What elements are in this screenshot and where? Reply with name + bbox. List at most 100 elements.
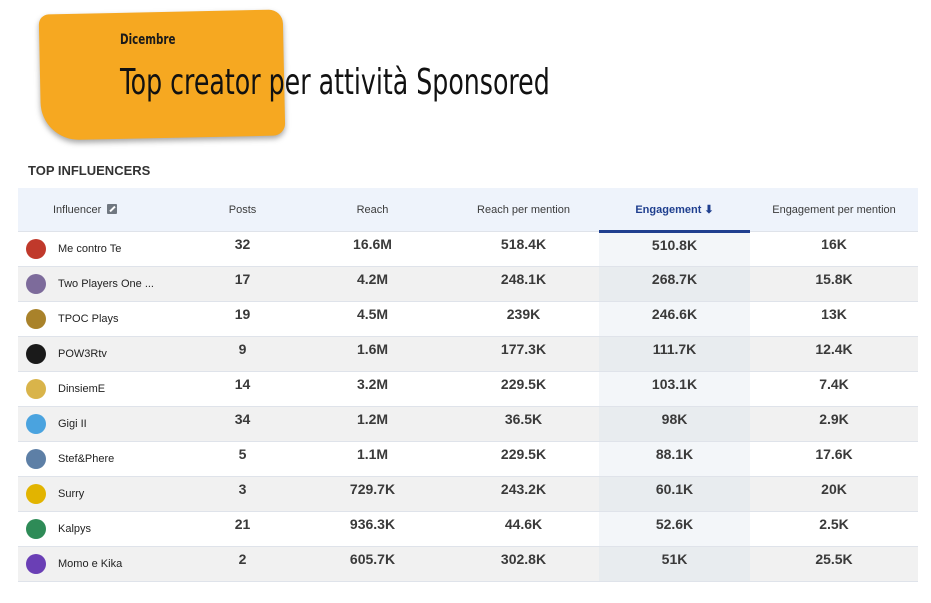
avatar bbox=[26, 414, 46, 434]
influencer-name[interactable]: DinsiemE bbox=[58, 383, 106, 395]
reach-cell: 1.1M bbox=[297, 441, 448, 477]
influencer-cell[interactable]: TPOC Plays bbox=[18, 301, 188, 337]
engagement-per-mention-cell: 7.4K bbox=[750, 371, 918, 407]
reach-per-mention-cell: 239K bbox=[448, 301, 599, 337]
avatar bbox=[26, 449, 46, 469]
column-header-reach-per-mention[interactable]: Reach per mention bbox=[448, 188, 599, 232]
influencer-cell[interactable]: Me contro Te bbox=[18, 231, 188, 267]
engagement-per-mention-cell: 20K bbox=[750, 476, 918, 512]
posts-cell: 19 bbox=[188, 301, 297, 337]
influencer-cell[interactable]: Two Players One ... bbox=[18, 266, 188, 302]
influencer-name[interactable]: Momo e Kika bbox=[58, 558, 123, 570]
reach-per-mention-cell: 229.5K bbox=[448, 441, 599, 477]
influencer-name[interactable]: TPOC Plays bbox=[58, 313, 119, 325]
sort-down-arrow-icon: ⬇ bbox=[704, 203, 714, 216]
engagement-cell: 103.1K bbox=[599, 371, 750, 407]
column-header-label: Influencer bbox=[53, 203, 102, 216]
influencer-name[interactable]: Two Players One ... bbox=[58, 278, 154, 290]
table-row[interactable]: TPOC Plays 19 4.5M 239K 246.6K 13K bbox=[18, 301, 918, 337]
posts-cell: 34 bbox=[188, 406, 297, 442]
influencer-name[interactable]: Stef&Phere bbox=[58, 453, 115, 465]
influencer-cell[interactable]: Kalpys bbox=[18, 511, 188, 547]
posts-cell: 21 bbox=[188, 511, 297, 547]
table-row[interactable]: Kalpys 21 936.3K 44.6K 52.6K 2.5K bbox=[18, 511, 918, 547]
reach-cell: 1.2M bbox=[297, 406, 448, 442]
table-header-row: Influencer Posts Reach Reach per mention… bbox=[18, 188, 918, 233]
engagement-cell: 246.6K bbox=[599, 301, 750, 337]
table-row[interactable]: Two Players One ... 17 4.2M 248.1K 268.7K 15.… bbox=[18, 266, 918, 302]
engagement-per-mention-cell: 2.9K bbox=[750, 406, 918, 442]
reach-cell: 4.5M bbox=[297, 301, 448, 337]
reach-per-mention-cell: 44.6K bbox=[448, 511, 599, 547]
engagement-cell: 510.8K bbox=[599, 231, 750, 267]
engagement-per-mention-cell: 12.4K bbox=[750, 336, 918, 372]
column-header-reach[interactable]: Reach bbox=[297, 188, 448, 232]
reach-cell: 3.2M bbox=[297, 371, 448, 407]
table-row[interactable]: Gigi II 34 1.2M 36.5K 98K 2.9K bbox=[18, 406, 918, 442]
engagement-per-mention-cell: 15.8K bbox=[750, 266, 918, 302]
influencer-cell[interactable]: POW3Rtv bbox=[18, 336, 188, 372]
column-header-posts[interactable]: Posts bbox=[188, 188, 297, 232]
avatar bbox=[26, 239, 46, 259]
reach-per-mention-cell: 177.3K bbox=[448, 336, 599, 372]
posts-cell: 32 bbox=[188, 231, 297, 267]
table-row[interactable]: DinsiemE 14 3.2M 229.5K 103.1K 7.4K bbox=[18, 371, 918, 407]
column-header-label: Engagement bbox=[635, 203, 702, 216]
reach-per-mention-cell: 518.4K bbox=[448, 231, 599, 267]
reach-cell: 16.6M bbox=[297, 231, 448, 267]
column-header-influencer[interactable]: Influencer bbox=[18, 188, 188, 232]
posts-cell: 9 bbox=[188, 336, 297, 372]
engagement-per-mention-cell: 17.6K bbox=[750, 441, 918, 477]
influencer-cell[interactable]: DinsiemE bbox=[18, 371, 188, 407]
reach-cell: 1.6M bbox=[297, 336, 448, 372]
table-row[interactable]: POW3Rtv 9 1.6M 177.3K 111.7K 12.4K bbox=[18, 336, 918, 372]
reach-per-mention-cell: 36.5K bbox=[448, 406, 599, 442]
engagement-cell: 98K bbox=[599, 406, 750, 442]
reach-cell: 605.7K bbox=[297, 546, 448, 582]
influencer-cell[interactable]: Surry bbox=[18, 476, 188, 512]
table-row[interactable]: Me contro Te 32 16.6M 518.4K 510.8K 16K bbox=[18, 231, 918, 267]
avatar bbox=[26, 519, 46, 539]
table-row[interactable]: Surry 3 729.7K 243.2K 60.1K 20K bbox=[18, 476, 918, 512]
influencer-cell[interactable]: Stef&Phere bbox=[18, 441, 188, 477]
influencer-name[interactable]: Me contro Te bbox=[58, 243, 122, 255]
influencer-name[interactable]: Kalpys bbox=[58, 523, 92, 535]
influencer-name[interactable]: POW3Rtv bbox=[58, 348, 107, 360]
reach-cell: 4.2M bbox=[297, 266, 448, 302]
influencer-cell[interactable]: Gigi II bbox=[18, 406, 188, 442]
avatar bbox=[26, 274, 46, 294]
engagement-cell: 60.1K bbox=[599, 476, 750, 512]
influencer-name[interactable]: Gigi II bbox=[58, 418, 87, 430]
reach-cell: 729.7K bbox=[297, 476, 448, 512]
avatar bbox=[26, 344, 46, 364]
edit-icon[interactable] bbox=[107, 203, 118, 214]
posts-cell: 17 bbox=[188, 266, 297, 302]
engagement-per-mention-cell: 2.5K bbox=[750, 511, 918, 547]
month-label: Dicembre bbox=[120, 32, 176, 48]
reach-per-mention-cell: 243.2K bbox=[448, 476, 599, 512]
table-row[interactable]: Momo e Kika 2 605.7K 302.8K 51K 25.5K bbox=[18, 546, 918, 582]
engagement-cell: 88.1K bbox=[599, 441, 750, 477]
influencer-cell[interactable]: Momo e Kika bbox=[18, 546, 188, 582]
column-header-engagement[interactable]: Engagement ⬇ bbox=[599, 188, 750, 233]
column-header-engagement-per-mention[interactable]: Engagement per mention bbox=[750, 188, 918, 232]
avatar bbox=[26, 309, 46, 329]
engagement-per-mention-cell: 25.5K bbox=[750, 546, 918, 582]
reach-cell: 936.3K bbox=[297, 511, 448, 547]
reach-per-mention-cell: 248.1K bbox=[448, 266, 599, 302]
engagement-cell: 51K bbox=[599, 546, 750, 582]
posts-cell: 2 bbox=[188, 546, 297, 582]
reach-per-mention-cell: 229.5K bbox=[448, 371, 599, 407]
posts-cell: 3 bbox=[188, 476, 297, 512]
influencer-name[interactable]: Surry bbox=[58, 488, 85, 500]
engagement-per-mention-cell: 16K bbox=[750, 231, 918, 267]
engagement-cell: 52.6K bbox=[599, 511, 750, 547]
engagement-cell: 268.7K bbox=[599, 266, 750, 302]
avatar bbox=[26, 379, 46, 399]
posts-cell: 14 bbox=[188, 371, 297, 407]
influencers-table: Influencer Posts Reach Reach per mention… bbox=[18, 188, 918, 582]
reach-per-mention-cell: 302.8K bbox=[448, 546, 599, 582]
engagement-cell: 111.7K bbox=[599, 336, 750, 372]
avatar bbox=[26, 484, 46, 504]
table-row[interactable]: Stef&Phere 5 1.1M 229.5K 88.1K 17.6K bbox=[18, 441, 918, 477]
